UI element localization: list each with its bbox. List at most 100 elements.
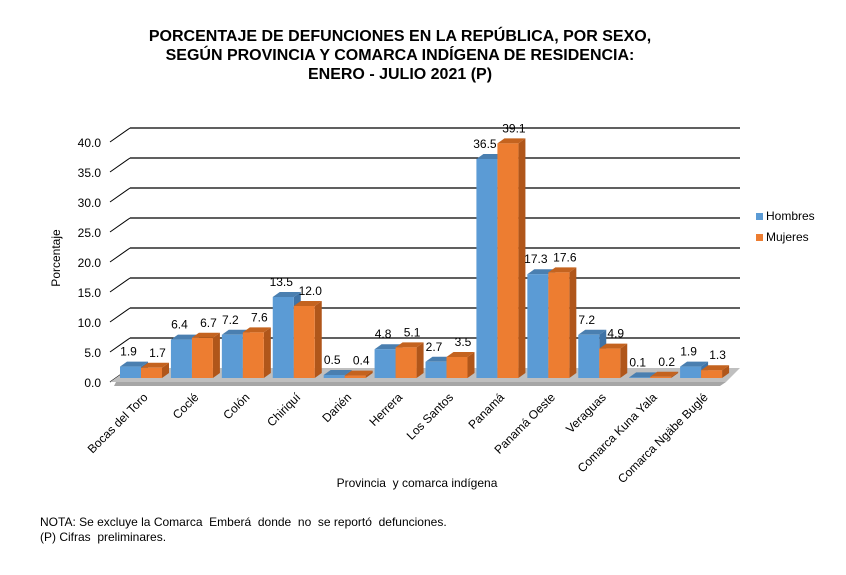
legend-swatch (756, 213, 763, 220)
gridline-diagonal (109, 187, 131, 203)
bar-side (722, 365, 730, 378)
y-axis-ticks: 0.0 5.0 10.0 15.0 20.0 25.0 30.0 35.0 40.0 (78, 136, 102, 390)
bar-front (497, 143, 519, 378)
bar-mujeres (650, 371, 679, 378)
bar-side (569, 267, 577, 378)
gridline-diagonal (109, 307, 131, 323)
bar-front (323, 375, 345, 378)
bar-front (293, 306, 315, 378)
footnotes: NOTA: Se excluye la Comarca Emberá donde… (40, 515, 447, 545)
bar-front (425, 361, 447, 378)
x-tick-label: Bocas del Toro (85, 390, 151, 456)
bar-front (680, 366, 702, 378)
data-label: 1.9 (680, 345, 697, 359)
bar-top (578, 329, 607, 335)
bar-mujeres (599, 343, 628, 378)
chart-title: PORCENTAJE DE DEFUNCIONES EN LA REPÚBLIC… (100, 27, 700, 84)
bar-mujeres (141, 362, 169, 378)
gridline-diagonal (109, 277, 131, 293)
bar-side (518, 138, 526, 378)
bar-top (272, 292, 301, 297)
data-label: 1.3 (709, 348, 726, 362)
bar-mujeres (344, 370, 373, 378)
bar-top (629, 372, 658, 378)
bar-front (242, 332, 264, 378)
bar-front (629, 377, 651, 378)
bar-front (476, 159, 498, 378)
bar-front (170, 339, 192, 378)
bar-mujeres (701, 365, 730, 378)
bar-top (497, 138, 526, 144)
bar-mujeres (242, 327, 271, 378)
y-tick-label: 10.0 (78, 316, 102, 330)
chart-title-line-1: PORCENTAJE DE DEFUNCIONES EN LA REPÚBLIC… (148, 28, 652, 45)
bar-top (701, 365, 730, 371)
y-tick-label: 20.0 (78, 256, 102, 270)
x-tick-label: Colón (220, 390, 252, 422)
bar-side (416, 342, 424, 378)
note-line-2: (P) Cifras preliminares. (40, 530, 167, 544)
x-tick-label: Los Santos (404, 390, 456, 442)
bar-front (120, 366, 141, 378)
bar-side (620, 343, 628, 378)
bar-top (395, 342, 424, 348)
y-tick-label: 30.0 (78, 196, 102, 210)
data-label: 36.5 (473, 137, 497, 151)
bar-front (599, 348, 621, 378)
x-tick-label: Chiriquí (264, 390, 304, 430)
bar-mujeres (395, 342, 424, 378)
y-tick-label: 25.0 (78, 226, 102, 240)
legend-label: Mujeres (766, 230, 809, 244)
data-label: 0.4 (353, 354, 370, 368)
data-label: 39.1 (502, 121, 526, 135)
bar-mujeres (497, 138, 526, 378)
gridline-diagonal (109, 127, 131, 143)
bar-side (467, 352, 475, 378)
data-label: 12.0 (299, 284, 323, 298)
data-label: 17.6 (553, 250, 577, 264)
y-tick-label: 15.0 (78, 286, 102, 300)
bar-front (272, 297, 294, 378)
gridline-diagonal (109, 247, 131, 263)
bar-top (242, 327, 271, 333)
bar-top (599, 343, 628, 349)
data-label: 7.2 (578, 313, 595, 327)
gridline-diagonal (109, 337, 131, 353)
legend-swatch (756, 234, 763, 241)
data-label: 6.4 (171, 318, 188, 332)
y-tick-label: 5.0 (84, 346, 101, 360)
data-label: 0.5 (324, 353, 341, 367)
floor-edge (114, 382, 726, 386)
bar-top (191, 332, 220, 338)
x-tick-label: Darién (319, 390, 354, 425)
bars (120, 138, 730, 378)
legend-item-mujeres: Mujeres (756, 230, 809, 244)
bar-front (344, 375, 366, 378)
y-tick-label: 40.0 (78, 136, 102, 150)
x-axis-ticks: Bocas del Toro Coclé Colón Chiriquí Darién He… (85, 390, 711, 486)
bar-mujeres (191, 332, 220, 378)
data-label: 13.5 (270, 275, 294, 289)
data-label: 1.7 (149, 346, 166, 360)
bar-side (365, 370, 373, 378)
note-line-1: NOTA: Se excluye la Comarca Emberá donde… (40, 515, 447, 529)
data-label: 17.3 (524, 252, 548, 266)
chart-title-line-2: SEGÚN PROVINCIA Y COMARCA INDÍGENA DE RE… (165, 47, 635, 64)
bar-front (191, 337, 213, 378)
bar-side (314, 301, 322, 378)
bar-top (120, 361, 148, 367)
bar-top (323, 370, 352, 375)
gridline-diagonal (109, 157, 131, 173)
chart-title-line-3: ENERO - JULIO 2021 (P) (307, 66, 493, 83)
data-label: 2.7 (426, 340, 443, 354)
legend-item-hombres: Hombres (756, 209, 815, 223)
y-tick-label: 35.0 (78, 166, 102, 180)
x-tick-label: Comarca Ngäbe Buglé (615, 390, 711, 486)
legend-label: Hombres (766, 209, 815, 223)
bar-front (548, 272, 570, 378)
gridline-diagonal (109, 217, 131, 233)
bar-top (141, 362, 169, 368)
data-label: 4.8 (375, 327, 392, 341)
bar-front (221, 334, 243, 378)
bar-side (263, 327, 271, 378)
